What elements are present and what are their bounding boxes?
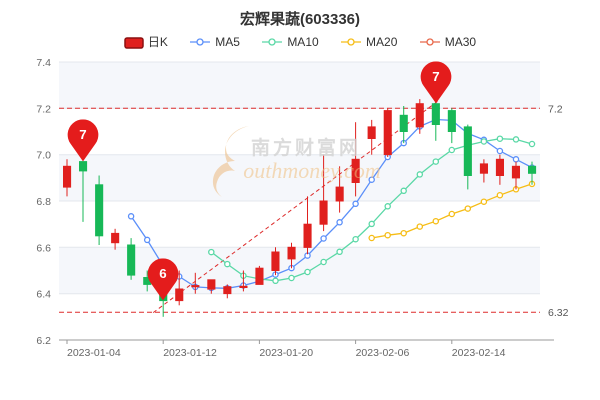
svg-text:2023-02-06: 2023-02-06 <box>356 347 410 359</box>
svg-text:7: 7 <box>432 69 439 84</box>
svg-text:7: 7 <box>79 126 86 141</box>
svg-text:2023-01-12: 2023-01-12 <box>163 347 217 359</box>
svg-text:7.0: 7.0 <box>36 150 51 162</box>
svg-text:6.6: 6.6 <box>36 242 51 254</box>
svg-text:6.32: 6.32 <box>548 307 569 319</box>
svg-text:7.2: 7.2 <box>36 103 51 115</box>
svg-text:2023-02-14: 2023-02-14 <box>452 347 506 359</box>
svg-text:6.2: 6.2 <box>36 335 51 347</box>
svg-text:6.8: 6.8 <box>36 196 51 208</box>
svg-text:2023-01-20: 2023-01-20 <box>259 347 313 359</box>
svg-text:6.4: 6.4 <box>36 289 51 301</box>
svg-text:7.2: 7.2 <box>548 103 563 115</box>
svg-text:6: 6 <box>159 265 166 280</box>
svg-text:2023-01-04: 2023-01-04 <box>67 347 121 359</box>
svg-text:7.4: 7.4 <box>36 57 51 69</box>
